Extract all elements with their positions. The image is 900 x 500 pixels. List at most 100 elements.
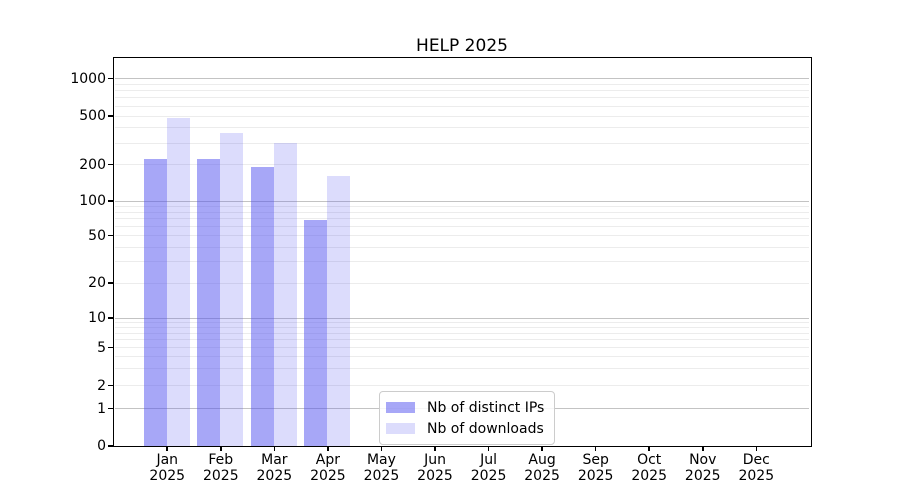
x-tick-year: 2025	[524, 468, 560, 484]
y-tick-label: 1000	[70, 70, 106, 87]
bar-downloads	[327, 176, 351, 446]
x-tick-year: 2025	[470, 468, 507, 484]
x-tick-year: 2025	[577, 468, 614, 484]
x-tick-month: May	[366, 452, 396, 468]
y-tick-mark	[107, 115, 114, 117]
x-tick-year: 2025	[738, 468, 775, 484]
x-tick-month: Mar	[261, 452, 288, 468]
y-tick-mark	[107, 234, 114, 237]
y-gridline-major	[114, 317, 809, 319]
x-tick-month: Dec	[742, 452, 770, 468]
y-gridline-minor	[114, 356, 809, 358]
legend-label-downloads: Nb of downloads	[427, 420, 544, 437]
x-tick-label: Jun 2025	[407, 452, 463, 484]
y-tick-label: 100	[79, 193, 106, 209]
legend-box: Nb of distinct IPs Nb of downloads	[379, 391, 556, 445]
y-gridline-minor	[114, 368, 809, 370]
x-tick-mark	[487, 446, 490, 451]
y-gridline-minor	[114, 205, 809, 207]
y-gridline-minor	[114, 282, 809, 284]
x-tick-mark	[701, 446, 704, 451]
y-gridline-major	[114, 78, 809, 79]
y-gridline-minor	[114, 385, 809, 386]
y-gridline-minor	[114, 321, 809, 323]
y-tick-label: 2	[97, 377, 106, 394]
bar-distinct-ips	[304, 220, 328, 446]
legend-row-downloads: Nb of downloads	[386, 418, 544, 439]
bar-downloads	[220, 132, 244, 446]
legend-row-distinct-ips: Nb of distinct IPs	[386, 397, 544, 418]
y-gridline-minor	[114, 235, 809, 236]
x-tick-month: Nov	[689, 452, 717, 468]
legend-label-distinct-ips: Nb of distinct IPs	[427, 399, 545, 416]
bar-distinct-ips	[250, 167, 274, 446]
x-tick-month: Aug	[528, 452, 556, 468]
x-tick-label: Aug 2025	[514, 452, 570, 484]
x-tick-year: 2025	[310, 468, 346, 484]
y-gridline-minor	[114, 211, 809, 213]
x-tick-label: Feb 2025	[193, 452, 249, 484]
y-tick-label: 10	[88, 310, 106, 326]
x-tick-mark	[380, 446, 383, 451]
x-tick-mark	[541, 446, 543, 451]
y-tick-label: 5	[97, 339, 106, 356]
y-gridline-minor	[114, 261, 809, 263]
y-tick-mark	[107, 200, 114, 202]
x-tick-label: Apr 2025	[300, 452, 356, 484]
y-tick-label: 50	[88, 227, 106, 244]
x-tick-month: Jul	[480, 452, 497, 468]
x-tick-year: 2025	[684, 468, 721, 484]
y-gridline-minor	[114, 115, 809, 117]
y-gridline-major	[114, 200, 809, 202]
x-tick-mark	[434, 446, 436, 451]
x-tick-month: Apr	[315, 452, 340, 468]
y-tick-mark	[107, 445, 114, 447]
y-gridline-minor	[114, 347, 809, 348]
bar-distinct-ips	[197, 159, 221, 446]
legend-swatch-distinct-ips	[386, 402, 415, 413]
x-tick-mark	[273, 446, 276, 451]
x-tick-label: Nov 2025	[675, 452, 731, 484]
y-tick-mark	[107, 384, 114, 387]
y-gridline-minor	[114, 97, 809, 99]
legend-swatch-downloads	[386, 423, 415, 434]
x-tick-year: 2025	[363, 468, 400, 484]
y-gridline-minor	[114, 339, 809, 341]
y-tick-label: 500	[79, 108, 106, 124]
x-tick-label: May 2025	[353, 452, 409, 484]
y-gridline-minor	[114, 164, 809, 165]
x-tick-mark	[594, 446, 597, 451]
y-gridline-minor	[114, 127, 809, 129]
bar-distinct-ips	[143, 159, 167, 446]
y-tick-label: 20	[88, 275, 106, 291]
x-tick-month: Jan	[156, 452, 179, 468]
y-tick-mark	[107, 407, 114, 410]
bar-downloads	[273, 143, 297, 446]
y-tick-label: 200	[79, 156, 106, 173]
x-tick-label: Sep 2025	[568, 452, 624, 484]
x-tick-mark	[755, 446, 758, 451]
x-tick-mark	[220, 446, 222, 451]
x-tick-label: Dec 2025	[728, 452, 784, 484]
y-gridline-minor	[114, 225, 809, 227]
x-tick-month: Jun	[424, 452, 446, 468]
y-gridline-minor	[114, 332, 809, 334]
x-tick-month: Feb	[208, 452, 234, 468]
y-gridline-minor	[114, 105, 809, 107]
y-tick-mark	[107, 346, 114, 349]
y-tick-mark	[107, 282, 114, 284]
y-gridline-minor	[114, 246, 809, 248]
x-tick-mark	[166, 446, 169, 451]
y-tick-mark	[107, 163, 114, 166]
x-tick-label: Jan 2025	[139, 452, 195, 484]
y-gridline-minor	[114, 218, 809, 220]
x-tick-month: Oct	[637, 452, 662, 468]
x-tick-year: 2025	[417, 468, 453, 484]
chart-title: HELP 2025	[416, 36, 508, 56]
x-tick-label: Oct 2025	[621, 452, 677, 484]
y-tick-label: 0	[97, 438, 106, 454]
y-gridline-minor	[114, 142, 809, 144]
